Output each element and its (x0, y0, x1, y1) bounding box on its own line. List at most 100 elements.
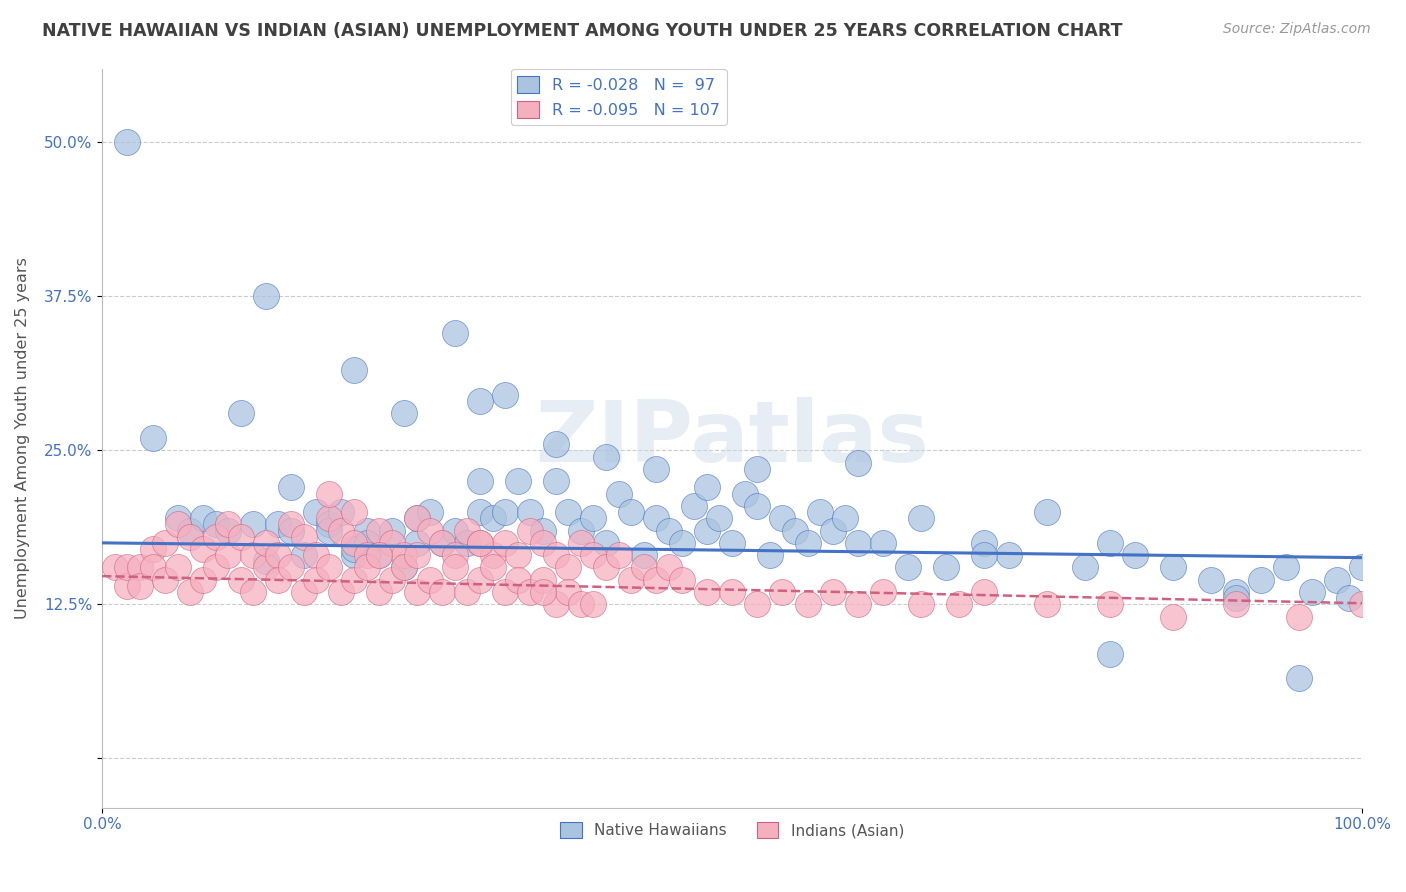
Point (318, 511, 340, 525)
Point (368, 585, 391, 599)
Point (973, 585, 995, 599)
Point (468, 394, 491, 409)
Point (343, 505, 366, 519)
Point (267, 573, 290, 587)
Point (872, 585, 894, 599)
Point (709, 511, 731, 525)
Point (544, 437, 567, 451)
Point (394, 548, 416, 562)
Point (330, 505, 353, 519)
Point (1351, 598, 1374, 612)
Point (166, 560, 188, 574)
Point (104, 560, 127, 574)
Point (531, 585, 554, 599)
Point (633, 560, 655, 574)
Point (531, 536, 554, 550)
Point (318, 524, 340, 538)
Point (1250, 573, 1272, 587)
Point (658, 524, 681, 538)
Point (1326, 573, 1348, 587)
Point (696, 585, 718, 599)
Point (406, 585, 429, 599)
Point (318, 560, 340, 574)
Text: NATIVE HAWAIIAN VS INDIAN (ASIAN) UNEMPLOYMENT AMONG YOUTH UNDER 25 YEARS CORREL: NATIVE HAWAIIAN VS INDIAN (ASIAN) UNEMPL… (42, 22, 1122, 40)
Point (620, 505, 643, 519)
Point (897, 560, 920, 574)
Point (242, 548, 264, 562)
Point (117, 560, 139, 574)
Point (721, 585, 744, 599)
Point (1199, 573, 1222, 587)
Point (494, 536, 516, 550)
Point (292, 530, 315, 544)
Point (129, 579, 152, 593)
Point (544, 475, 567, 489)
Point (620, 573, 643, 587)
Point (683, 499, 706, 513)
Point (117, 136, 139, 150)
Point (217, 517, 239, 532)
Point (582, 598, 605, 612)
Point (569, 536, 592, 550)
Point (432, 536, 454, 550)
Point (595, 560, 617, 574)
Point (179, 524, 201, 538)
Point (973, 536, 995, 550)
Point (821, 524, 844, 538)
Point (406, 511, 429, 525)
Point (432, 536, 454, 550)
Point (444, 548, 467, 562)
Point (456, 524, 478, 538)
Point (381, 524, 404, 538)
Point (129, 560, 152, 574)
Point (481, 560, 503, 574)
Point (846, 536, 869, 550)
Point (948, 598, 970, 612)
Point (394, 407, 416, 421)
Point (330, 524, 353, 538)
Point (153, 573, 176, 587)
Point (280, 517, 302, 532)
Legend: Native Hawaiians, Indians (Asian): Native Hawaiians, Indians (Asian) (554, 815, 910, 845)
Point (419, 505, 441, 519)
Point (1036, 598, 1059, 612)
Point (481, 511, 503, 525)
Point (179, 530, 201, 544)
Point (468, 475, 491, 489)
Point (531, 524, 554, 538)
Point (406, 548, 429, 562)
Point (217, 548, 239, 562)
Point (1161, 560, 1184, 574)
Point (468, 536, 491, 550)
Point (1339, 591, 1361, 606)
Point (254, 289, 277, 303)
Point (506, 573, 529, 587)
Point (267, 548, 290, 562)
Point (419, 524, 441, 538)
Point (267, 517, 290, 532)
Point (468, 573, 491, 587)
Point (935, 560, 957, 574)
Point (910, 598, 932, 612)
Point (645, 573, 668, 587)
Point (204, 517, 226, 532)
Point (166, 517, 188, 532)
Y-axis label: Unemployment Among Youth under 25 years: Unemployment Among Youth under 25 years (15, 257, 30, 619)
Point (381, 573, 404, 587)
Point (141, 431, 163, 445)
Point (166, 511, 188, 525)
Point (141, 560, 163, 574)
Point (1288, 672, 1310, 686)
Point (796, 598, 818, 612)
Point (254, 560, 277, 574)
Point (557, 585, 579, 599)
Point (468, 536, 491, 550)
Point (569, 598, 592, 612)
Point (808, 505, 831, 519)
Point (432, 585, 454, 599)
Point (394, 560, 416, 574)
Point (1351, 560, 1374, 574)
Point (1225, 598, 1247, 612)
Point (456, 585, 478, 599)
Point (343, 363, 366, 377)
